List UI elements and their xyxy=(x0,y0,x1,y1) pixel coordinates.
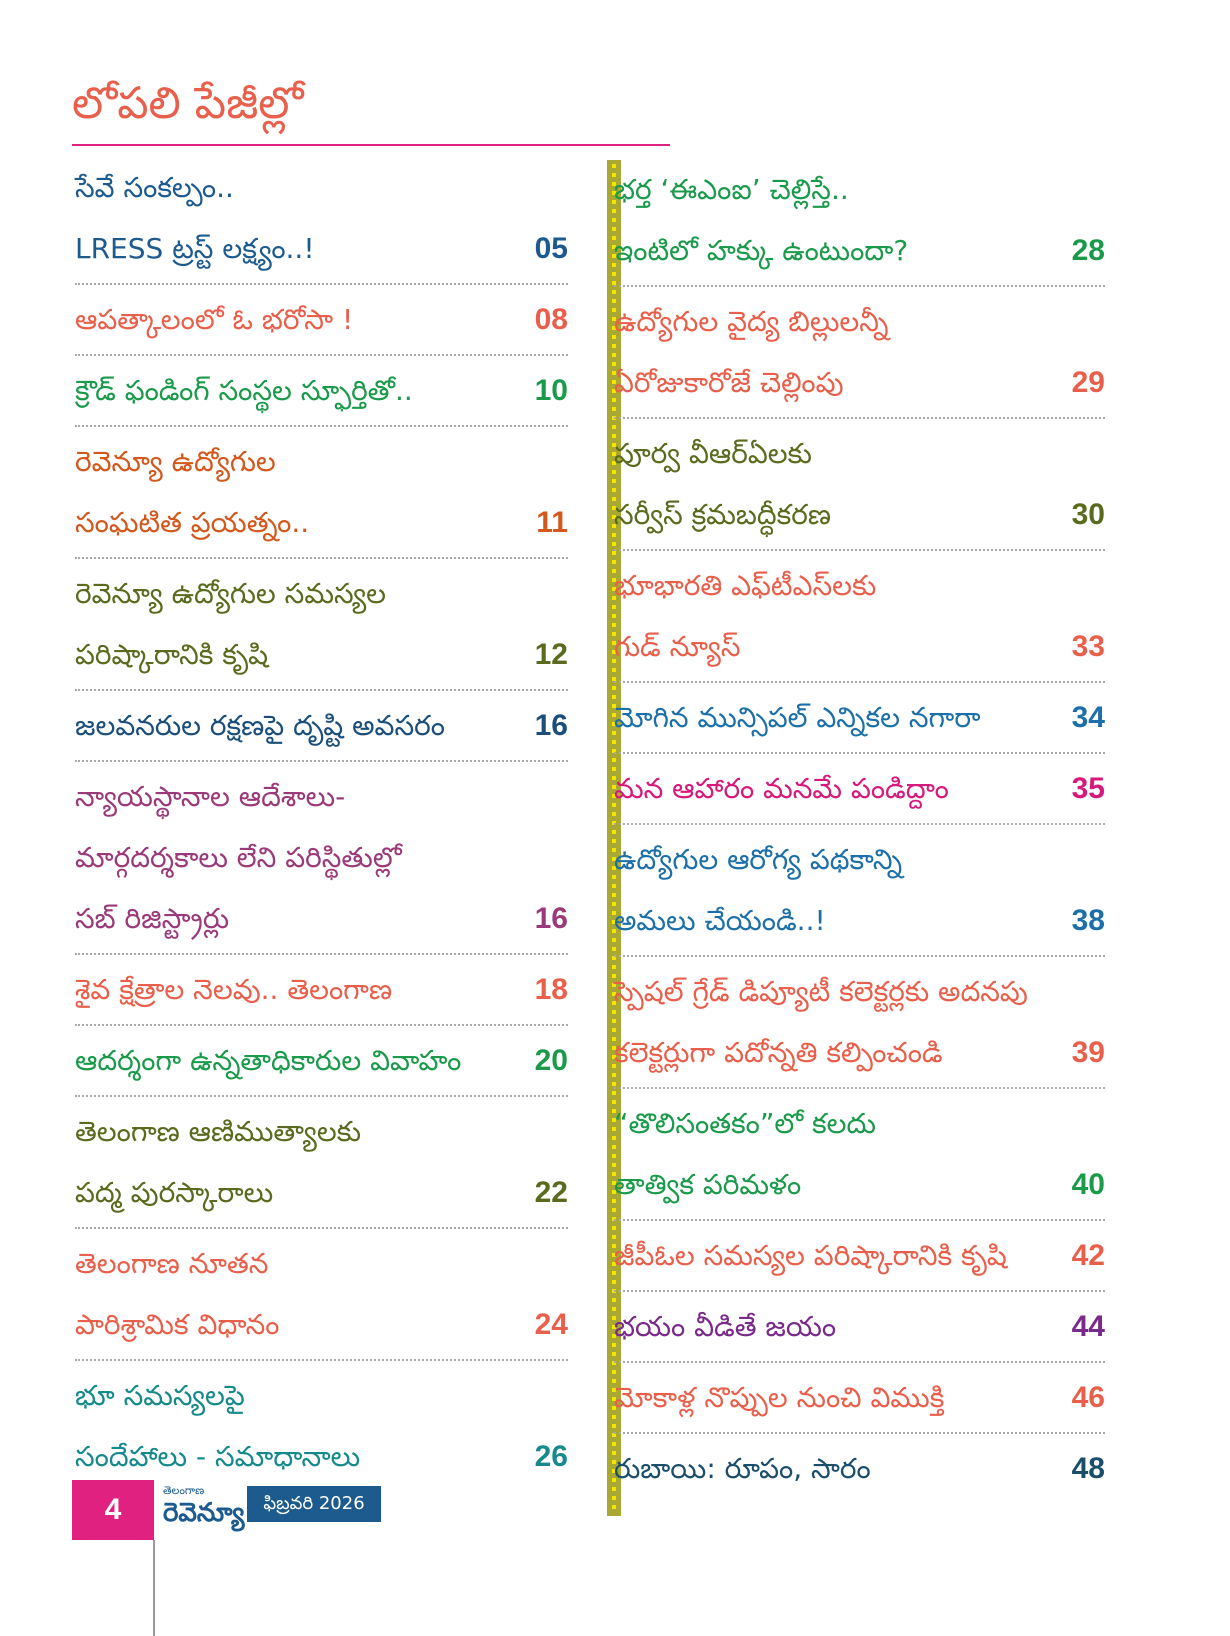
entry-title: సబ్ రిజిస్ట్రార్లు xyxy=(75,902,230,935)
page-ref: 44 xyxy=(1071,1310,1105,1343)
entry-title: పూర్వ వీఆర్ఏలకు xyxy=(614,437,812,470)
entry-title: భూ సమస్యలపై xyxy=(75,1379,245,1412)
entry-title: జలవనరుల రక్షణపై దృష్టి అవసరం xyxy=(75,709,445,742)
separator xyxy=(614,1432,1105,1434)
page-ref: 40 xyxy=(1071,1168,1105,1201)
page-ref: 18 xyxy=(534,973,568,1006)
entry-title: గుడ్ న్యూస్ xyxy=(614,630,741,663)
page-ref: 48 xyxy=(1071,1452,1105,1485)
page-ref: 08 xyxy=(534,303,568,336)
page-ref: 10 xyxy=(534,374,568,407)
separator xyxy=(75,283,568,285)
entry-title: తెలంగాణ నూతన xyxy=(75,1247,269,1280)
separator xyxy=(614,549,1105,551)
entry-title: సందేహాలు - సమాధానాలు xyxy=(75,1440,361,1473)
separator xyxy=(614,681,1105,683)
entry-title: తాత్విక పరిమళం xyxy=(614,1168,802,1201)
page-ref: 46 xyxy=(1071,1381,1105,1414)
brand-small: తెలంగాణ xyxy=(163,1484,205,1497)
page-ref: 05 xyxy=(534,232,568,265)
entry-title: సేవే సంకల్పం.. xyxy=(75,171,234,204)
separator xyxy=(614,955,1105,957)
page-number: 4 xyxy=(72,1480,154,1540)
divider xyxy=(607,160,621,1516)
separator xyxy=(614,1361,1105,1363)
separator xyxy=(614,752,1105,754)
page-ref: 28 xyxy=(1071,234,1105,267)
brand: రెవెన్యూ xyxy=(163,1498,245,1528)
page-ref: 20 xyxy=(534,1044,568,1077)
separator xyxy=(75,425,568,427)
entry-title: మోకాళ్ల నొప్పుల నుంచి విముక్తి xyxy=(614,1381,945,1414)
page-ref: 30 xyxy=(1071,498,1105,531)
entry-title: భయం వీడితే జయం xyxy=(614,1310,837,1343)
page-ref: 16 xyxy=(534,709,568,742)
entry-title: మోగిన మున్సిపల్ ఎన్నికల నగారా xyxy=(614,701,981,734)
entry-title: పద్మ పురస్కారాలు xyxy=(75,1176,274,1209)
entry-title: స్పెషల్ గ్రేడ్ డిప్యూటీ కలెక్టర్లకు అదనప… xyxy=(614,975,1028,1008)
entry-title: ఏరోజుకారోజే చెల్లింపు xyxy=(614,366,844,399)
entry-title: ఆపత్కాలంలో ఓ భరోసా ! xyxy=(75,303,354,336)
page-ref: 35 xyxy=(1071,772,1105,805)
separator xyxy=(75,689,568,691)
page-ref: 29 xyxy=(1071,366,1105,399)
page-ref: 16 xyxy=(534,902,568,935)
separator xyxy=(614,1087,1105,1089)
page-ref: 11 xyxy=(536,506,568,539)
separator xyxy=(75,557,568,559)
title: లోపలి పేజీల్లో xyxy=(72,78,304,129)
entry-title: ఇంటిలో హక్కు ఉంటుందా? xyxy=(614,234,909,267)
separator xyxy=(75,1227,568,1229)
entry-title: భూభారతి ఎఫ్‌టీఎస్‌లకు xyxy=(614,569,877,602)
page-ref: 39 xyxy=(1071,1036,1105,1069)
page-ref: 12 xyxy=(534,638,568,671)
entry-title: ఉద్యోగుల ఆరోగ్య పథకాన్ని xyxy=(614,843,903,876)
entry-title: న్యాయస్థానాల ఆదేశాలు- xyxy=(75,780,346,813)
entry-title: కలెక్టర్లుగా పదోన్నతి కల్పించండి xyxy=(614,1036,943,1069)
page-ref: 24 xyxy=(534,1308,568,1341)
page-ref: 42 xyxy=(1071,1239,1105,1272)
entry-title: LRESS ట్రస్ట్ లక్ష్యం..! xyxy=(75,232,315,265)
separator xyxy=(614,823,1105,825)
separator xyxy=(75,354,568,356)
page-ref: 38 xyxy=(1071,904,1105,937)
footer-rule xyxy=(153,1540,155,1636)
entry-title: అమలు చేయండి..! xyxy=(614,904,826,937)
entry-title: రుబాయి: రూపం, సారం xyxy=(614,1452,871,1485)
entry-title: పరిష్కారానికి కృషి xyxy=(75,638,269,671)
entry-title: శైవ క్షేత్రాల నెలవు.. తెలంగాణ xyxy=(75,973,393,1006)
entry-title: “తొలిసంతకం”లో కలదు xyxy=(614,1107,876,1140)
entry-title: తెలంగాణ ఆణిముత్యాలకు xyxy=(75,1115,362,1148)
entry-title: మార్గదర్శకాలు లేని పరిస్థితుల్లో xyxy=(75,841,402,874)
separator xyxy=(614,285,1105,287)
entry-title: రెవెన్యూ ఉద్యోగుల xyxy=(75,445,276,478)
separator xyxy=(614,1219,1105,1221)
entry-title: ఆదర్శంగా ఉన్నతాధికారుల వివాహం xyxy=(75,1044,462,1077)
entry-title: జీపీఓల సమస్యల పరిష్కారానికి కృషి xyxy=(614,1239,1007,1272)
entry-title: ఉద్యోగుల వైద్య బిల్లులన్నీ xyxy=(614,305,889,338)
page-ref: 34 xyxy=(1071,701,1105,734)
separator xyxy=(614,417,1105,419)
page-ref: 22 xyxy=(534,1176,568,1209)
entry-title: పారిశ్రామిక విధానం xyxy=(75,1308,280,1341)
entry-title: సంఘటిత ప్రయత్నం.. xyxy=(75,506,310,539)
page-ref: 33 xyxy=(1071,630,1105,663)
separator xyxy=(75,1095,568,1097)
entry-title: సర్వీస్ క్రమబద్ధీకరణ xyxy=(614,498,831,531)
divider-dots xyxy=(612,164,616,1512)
separator xyxy=(75,1024,568,1026)
entry-title: మన ఆహారం మనమే పండిద్దాం xyxy=(614,772,949,805)
entry-title: భర్త ‘ఈఎంఐ’ చెల్లిస్తే.. xyxy=(614,173,849,206)
separator xyxy=(614,1290,1105,1292)
entry-title: క్రౌడ్ ఫండింగ్ సంస్థల స్ఫూర్తితో.. xyxy=(75,374,413,407)
separator xyxy=(75,953,568,955)
page-ref: 26 xyxy=(534,1440,568,1473)
title-rule xyxy=(72,144,670,146)
issue: ఫిబ్రవరి 2026 xyxy=(247,1486,381,1522)
separator xyxy=(75,760,568,762)
entry-title: రెవెన్యూ ఉద్యోగుల సమస్యల xyxy=(75,577,386,610)
separator xyxy=(75,1359,568,1361)
